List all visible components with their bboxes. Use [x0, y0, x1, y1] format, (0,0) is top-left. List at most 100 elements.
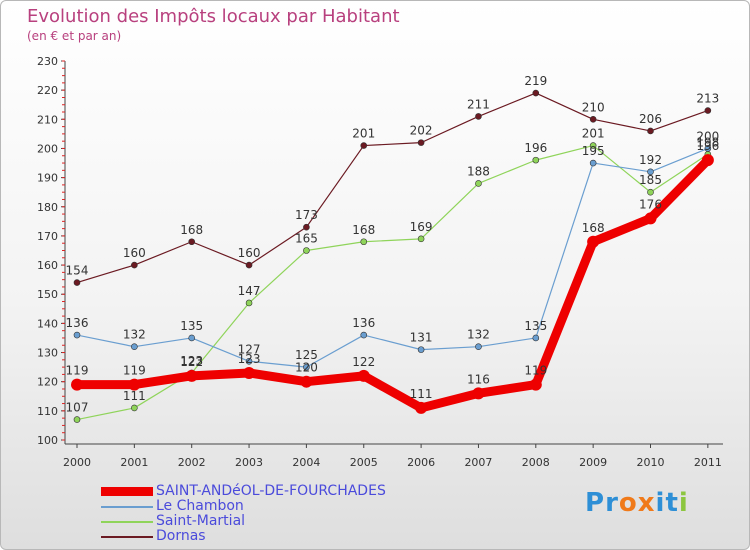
- logo-letter: i: [678, 488, 689, 518]
- data-point: [303, 247, 310, 254]
- data-label: 165: [295, 232, 318, 246]
- chart-title: Evolution des Impôts locaux par Habitant: [27, 6, 400, 27]
- x-tick-label: 2000: [63, 456, 91, 469]
- y-tick-label: 200: [37, 142, 58, 155]
- data-point: [243, 366, 256, 379]
- y-tick-label: 120: [37, 376, 58, 389]
- data-point: [360, 331, 368, 339]
- data-point: [303, 223, 310, 231]
- legend-item: Dornas: [101, 529, 386, 544]
- data-point: [415, 401, 428, 414]
- y-tick-label: 140: [37, 317, 58, 330]
- data-label: 168: [582, 221, 605, 235]
- x-tick-label: 2010: [637, 456, 665, 469]
- data-point: [589, 116, 597, 123]
- series-line: [76, 147, 709, 368]
- data-point: [71, 378, 83, 391]
- data-point: [131, 261, 138, 269]
- data-point: [73, 279, 81, 286]
- logo-letter: i: [655, 488, 666, 518]
- data-label: 210: [582, 100, 605, 114]
- data-label: 192: [639, 153, 662, 167]
- data-point: [128, 378, 141, 391]
- data-point: [704, 145, 712, 152]
- y-tick-label: 110: [37, 405, 58, 418]
- data-label: 168: [180, 223, 203, 237]
- data-point: [532, 89, 540, 97]
- data-point: [73, 331, 81, 339]
- series-line: [76, 92, 709, 284]
- y-tick-label: 100: [37, 434, 58, 447]
- data-point: [532, 156, 540, 164]
- logo-letter: t: [665, 488, 679, 518]
- data-point: [131, 404, 138, 412]
- legend-swatch: [101, 535, 153, 538]
- data-point: [131, 343, 138, 351]
- x-tick-label: 2003: [235, 456, 263, 469]
- data-label: 201: [582, 127, 605, 141]
- data-label: 136: [66, 316, 89, 330]
- logo-letter: r: [605, 488, 619, 518]
- data-label: 122: [352, 355, 375, 369]
- data-label: 123: [238, 352, 261, 366]
- data-point: [360, 238, 368, 246]
- data-point: [529, 378, 542, 391]
- data-label: 131: [410, 331, 433, 345]
- data-label: 116: [467, 372, 490, 386]
- legend-swatch: [101, 520, 153, 523]
- data-label: 111: [410, 387, 433, 401]
- data-point: [475, 180, 482, 187]
- x-tick-label: 2005: [350, 456, 378, 469]
- data-label: 122: [180, 355, 203, 369]
- legend-label: Le Chambon: [156, 498, 244, 514]
- data-point: [475, 113, 482, 120]
- data-point: [300, 375, 313, 388]
- data-label: 127: [238, 342, 261, 356]
- logo-letter: o: [618, 488, 638, 518]
- x-tick-label: 2001: [120, 456, 148, 469]
- data-label: 119: [66, 364, 89, 378]
- data-point: [647, 127, 654, 135]
- data-label: 135: [180, 319, 203, 333]
- data-label: 213: [696, 92, 719, 106]
- data-label: 195: [582, 144, 605, 158]
- data-label: 201: [352, 127, 375, 141]
- logo-letter: P: [585, 488, 606, 518]
- data-label: 154: [66, 264, 89, 278]
- data-point: [360, 142, 368, 149]
- data-point: [185, 369, 198, 382]
- data-point: [589, 142, 597, 149]
- y-tick-label: 150: [37, 288, 58, 301]
- y-tick-label: 160: [37, 259, 58, 272]
- x-tick-label: 2002: [178, 456, 206, 469]
- data-point: [417, 235, 425, 243]
- chart-subtitle: (en € et par an): [27, 29, 122, 43]
- data-label: 176: [639, 197, 662, 211]
- data-label: 125: [295, 348, 318, 362]
- legend-label: SAINT-ANDéOL-DE-FOURCHADES: [156, 483, 386, 499]
- y-tick-label: 210: [37, 113, 58, 126]
- data-label: 200: [696, 129, 719, 143]
- data-point: [475, 343, 482, 351]
- y-tick-label: 170: [37, 230, 58, 243]
- data-point: [245, 261, 253, 269]
- legend-item: Le Chambon: [101, 499, 386, 514]
- data-point: [647, 188, 654, 196]
- x-tick-label: 2011: [694, 456, 722, 469]
- data-point: [644, 212, 657, 225]
- data-label: 147: [238, 284, 261, 298]
- legend-label: Dornas: [156, 528, 206, 544]
- data-point: [417, 346, 425, 353]
- data-label: 173: [295, 208, 318, 222]
- legend-swatch: [101, 505, 153, 508]
- data-point: [647, 168, 654, 176]
- data-label: 211: [467, 97, 490, 111]
- logo-letter: x: [637, 488, 656, 518]
- data-point: [357, 369, 370, 382]
- x-tick-label: 2008: [522, 456, 550, 469]
- data-point: [245, 299, 253, 307]
- data-label: 168: [352, 223, 375, 237]
- data-point: [701, 154, 714, 167]
